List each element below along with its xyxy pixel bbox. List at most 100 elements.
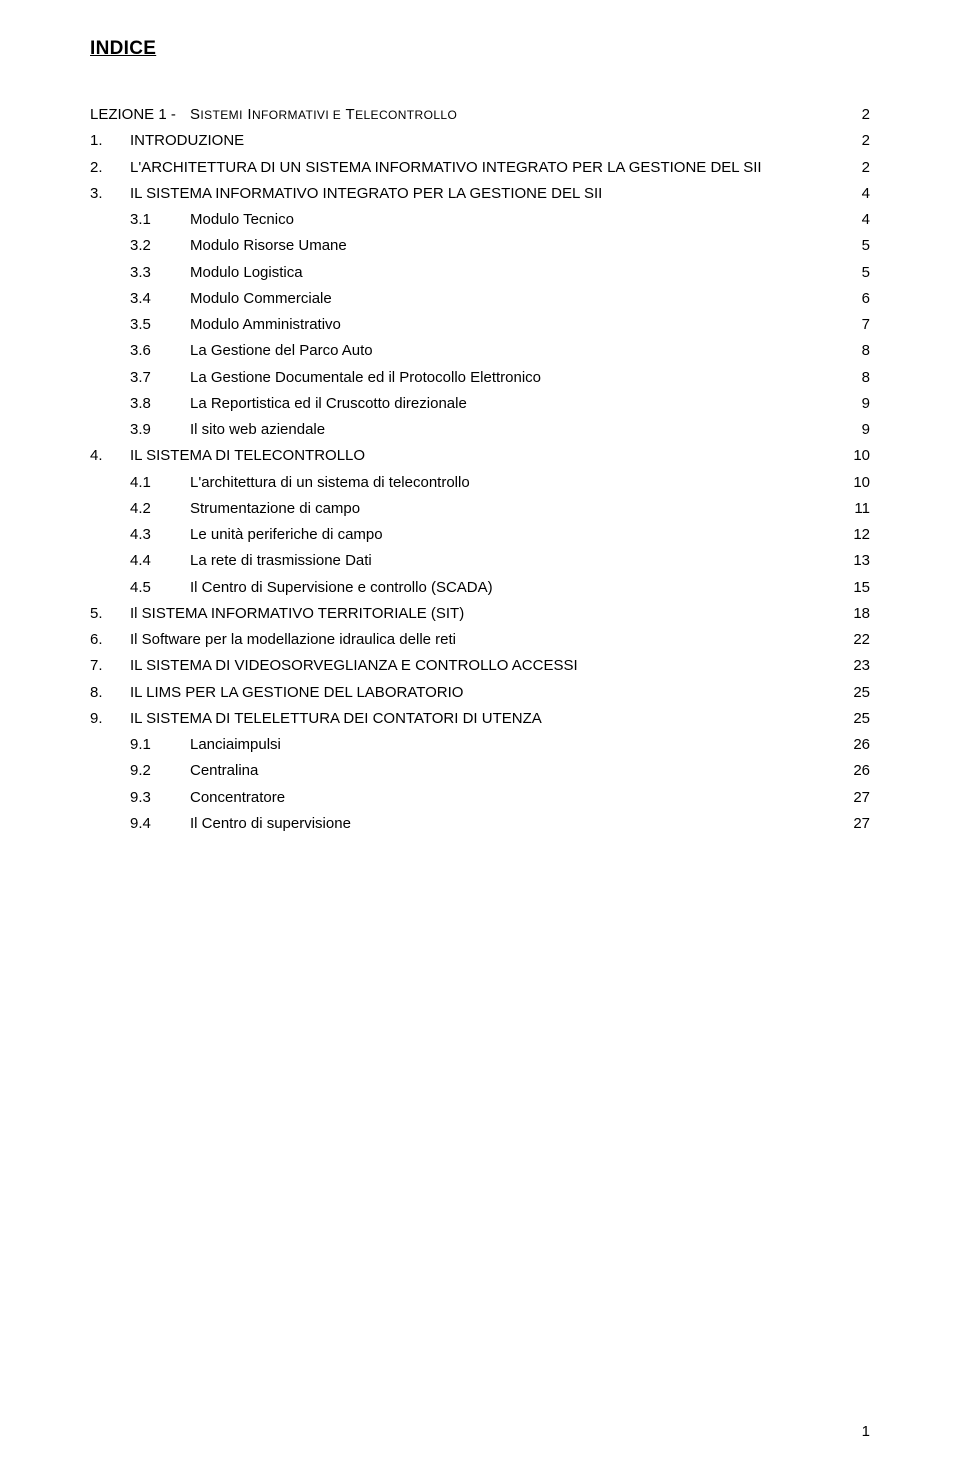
toc-item-number: 5. xyxy=(90,601,130,627)
toc-sub-row: 4.2Strumentazione di campo11 xyxy=(90,496,870,522)
lesson-title: SISTEMI INFORMATIVI E TELECONTROLLO xyxy=(190,102,830,128)
toc-sub-row: 3.7La Gestione Documentale ed il Protoco… xyxy=(90,365,870,391)
toc-sub-row: 4.4La rete di trasmissione Dati13 xyxy=(90,548,870,574)
toc-item-number: 2. xyxy=(90,155,130,181)
toc-item-label: Modulo Commerciale xyxy=(190,286,830,312)
toc-item-label: L'ARCHITETTURA DI UN SISTEMA INFORMATIVO… xyxy=(130,155,830,181)
toc-lesson-row: LEZIONE 1 - SISTEMI INFORMATIVI E TELECO… xyxy=(90,102,870,128)
toc-page-number: 18 xyxy=(830,601,870,627)
toc-page-number: 23 xyxy=(830,653,870,679)
toc-item-number: 3. xyxy=(90,181,130,207)
toc-sub-row: 3.5Modulo Amministrativo7 xyxy=(90,312,870,338)
toc-page-number: 4 xyxy=(830,181,870,207)
toc-sub-row: 4.3Le unità periferiche di campo12 xyxy=(90,522,870,548)
page: INDICE LEZIONE 1 - SISTEMI INFORMATIVI E… xyxy=(0,0,960,1480)
toc-item-label: Modulo Logistica xyxy=(190,260,830,286)
toc-row: 7.IL SISTEMA DI VIDEOSORVEGLIANZA E CONT… xyxy=(90,653,870,679)
toc-page-number: 6 xyxy=(830,286,870,312)
toc-page-number: 5 xyxy=(830,233,870,259)
toc-sub-row: 3.2Modulo Risorse Umane5 xyxy=(90,233,870,259)
toc-page-number: 2 xyxy=(830,128,870,154)
toc-row: 8.IL LIMS PER LA GESTIONE DEL LABORATORI… xyxy=(90,680,870,706)
toc-item-number: 3.1 xyxy=(130,207,190,233)
toc-item-number: 9.1 xyxy=(130,732,190,758)
toc-row: 5.Il SISTEMA INFORMATIVO TERRITORIALE (S… xyxy=(90,601,870,627)
toc-page-number: 9 xyxy=(830,417,870,443)
toc-page-number: 5 xyxy=(830,260,870,286)
toc-row: 9.IL SISTEMA DI TELELETTURA DEI CONTATOR… xyxy=(90,706,870,732)
toc-item-number: 3.8 xyxy=(130,391,190,417)
toc-sub-row: 3.1Modulo Tecnico4 xyxy=(90,207,870,233)
toc-item-label: Strumentazione di campo xyxy=(190,496,830,522)
toc-item-number: 3.6 xyxy=(130,338,190,364)
toc-page-number: 27 xyxy=(830,811,870,837)
toc-item-number: 9. xyxy=(90,706,130,732)
toc-item-label: L'architettura di un sistema di telecont… xyxy=(190,470,830,496)
toc-page-number: 12 xyxy=(830,522,870,548)
toc-item-label: IL LIMS PER LA GESTIONE DEL LABORATORIO xyxy=(130,680,830,706)
footer-page-number: 1 xyxy=(862,1423,870,1440)
toc-sub-row: 3.6La Gestione del Parco Auto8 xyxy=(90,338,870,364)
toc-page-number: 11 xyxy=(830,496,870,522)
toc-page-number: 15 xyxy=(830,575,870,601)
toc-item-label: IL SISTEMA DI VIDEOSORVEGLIANZA E CONTRO… xyxy=(130,653,830,679)
toc-sub-row: 3.4Modulo Commerciale6 xyxy=(90,286,870,312)
toc-sub-row: 3.9Il sito web aziendale9 xyxy=(90,417,870,443)
toc-item-number: 3.7 xyxy=(130,365,190,391)
toc-item-number: 6. xyxy=(90,627,130,653)
toc-page-number: 8 xyxy=(830,338,870,364)
toc-item-number: 3.5 xyxy=(130,312,190,338)
toc-item-label: Il sito web aziendale xyxy=(190,417,830,443)
toc-item-label: Modulo Risorse Umane xyxy=(190,233,830,259)
toc-sub-row: 4.5Il Centro di Supervisione e controllo… xyxy=(90,575,870,601)
toc-row: 2.L'ARCHITETTURA DI UN SISTEMA INFORMATI… xyxy=(90,155,870,181)
toc-item-label: Il Centro di supervisione xyxy=(190,811,830,837)
toc-page-number: 9 xyxy=(830,391,870,417)
toc-item-number: 4.5 xyxy=(130,575,190,601)
toc-item-label: La Gestione Documentale ed il Protocollo… xyxy=(190,365,830,391)
toc-sub-row: 9.1Lanciaimpulsi26 xyxy=(90,732,870,758)
toc-sub-row: 9.3Concentratore27 xyxy=(90,785,870,811)
toc-item-number: 3.3 xyxy=(130,260,190,286)
toc-item-number: 3.4 xyxy=(130,286,190,312)
toc-page-number: 2 xyxy=(830,102,870,128)
toc-item-number: 4.2 xyxy=(130,496,190,522)
toc-item-number: 9.4 xyxy=(130,811,190,837)
toc-item-label: Modulo Amministrativo xyxy=(190,312,830,338)
toc-page-number: 4 xyxy=(830,207,870,233)
toc-item-label: Lanciaimpulsi xyxy=(190,732,830,758)
toc-page-number: 8 xyxy=(830,365,870,391)
toc-sub-row: 3.3Modulo Logistica5 xyxy=(90,260,870,286)
toc-item-label: Concentratore xyxy=(190,785,830,811)
toc-item-number: 4.4 xyxy=(130,548,190,574)
toc-item-label: IL SISTEMA DI TELECONTROLLO xyxy=(130,443,830,469)
toc-item-label: Il Software per la modellazione idraulic… xyxy=(130,627,830,653)
table-of-contents: LEZIONE 1 - SISTEMI INFORMATIVI E TELECO… xyxy=(90,102,870,837)
toc-item-number: 3.9 xyxy=(130,417,190,443)
toc-row: 1.INTRODUZIONE2 xyxy=(90,128,870,154)
toc-item-label: La Reportistica ed il Cruscotto direzion… xyxy=(190,391,830,417)
toc-page-number: 25 xyxy=(830,680,870,706)
toc-item-label: Il Centro di Supervisione e controllo (S… xyxy=(190,575,830,601)
toc-page-number: 7 xyxy=(830,312,870,338)
toc-page-number: 10 xyxy=(830,443,870,469)
toc-item-label: Centralina xyxy=(190,758,830,784)
toc-page-number: 13 xyxy=(830,548,870,574)
toc-sub-row: 3.8La Reportistica ed il Cruscotto direz… xyxy=(90,391,870,417)
toc-item-number: 7. xyxy=(90,653,130,679)
lesson-prefix: LEZIONE 1 - xyxy=(90,102,190,128)
toc-item-number: 9.3 xyxy=(130,785,190,811)
toc-row: 6.Il Software per la modellazione idraul… xyxy=(90,627,870,653)
toc-page-number: 26 xyxy=(830,732,870,758)
toc-item-label: Il SISTEMA INFORMATIVO TERRITORIALE (SIT… xyxy=(130,601,830,627)
toc-item-number: 3.2 xyxy=(130,233,190,259)
toc-item-number: 8. xyxy=(90,680,130,706)
toc-row: 4.IL SISTEMA DI TELECONTROLLO10 xyxy=(90,443,870,469)
toc-item-label: La rete di trasmissione Dati xyxy=(190,548,830,574)
toc-sub-row: 9.4Il Centro di supervisione27 xyxy=(90,811,870,837)
toc-item-number: 4.3 xyxy=(130,522,190,548)
toc-item-label: IL SISTEMA DI TELELETTURA DEI CONTATORI … xyxy=(130,706,830,732)
toc-page-number: 2 xyxy=(830,155,870,181)
toc-page-number: 25 xyxy=(830,706,870,732)
toc-item-number: 1. xyxy=(90,128,130,154)
